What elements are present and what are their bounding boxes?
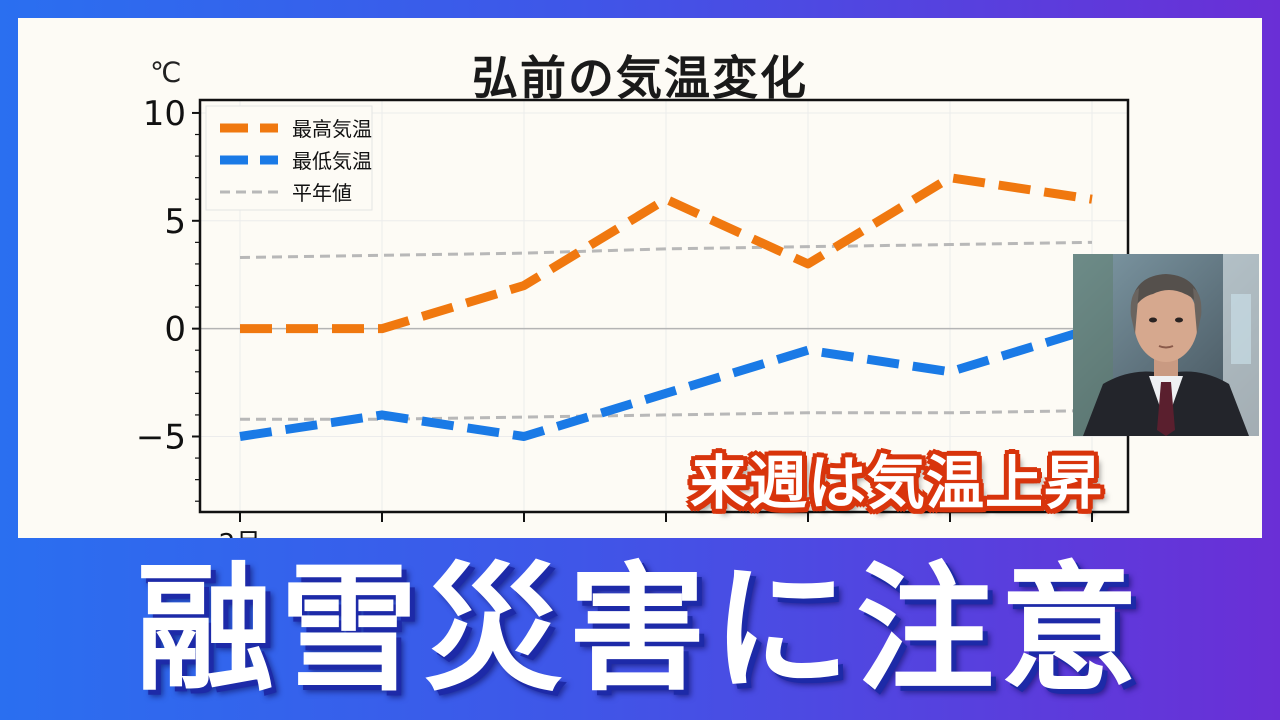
y-tick-label: 10 (143, 94, 186, 134)
y-tick-label: 0 (164, 310, 186, 350)
series-normal-high-line (239, 240, 1093, 259)
legend-label: 平年値 (292, 181, 352, 205)
series-normal-low-line (240, 409, 1093, 421)
chart-title: 弘前の気温変化 (472, 51, 808, 105)
x-tick-label: 2月 (219, 529, 262, 538)
series-max-temp-line (240, 173, 1093, 334)
series-min-temp-line (239, 324, 1094, 442)
legend-label: 最高気温 (292, 117, 372, 141)
headline-main: 融雪災害に注意 (135, 549, 1144, 710)
presenter-photo (1073, 254, 1259, 436)
y-tick-label: 5 (164, 202, 186, 242)
y-axis-unit: ℃ (150, 56, 182, 89)
legend-label: 最低気温 (292, 149, 372, 173)
headline-sub: 来週は気温上昇 (690, 449, 1104, 517)
y-tick-label: −5 (136, 418, 186, 458)
